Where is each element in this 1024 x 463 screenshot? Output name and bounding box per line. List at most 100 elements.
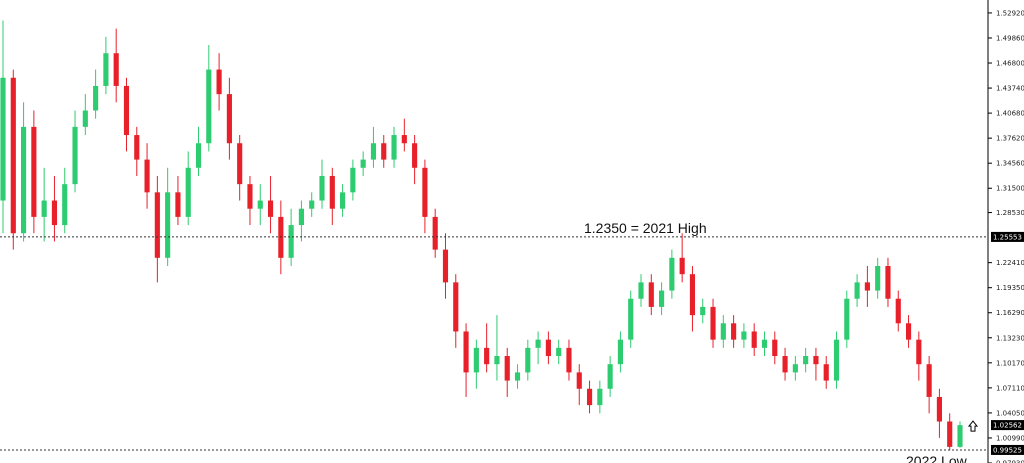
candle-body [298,208,304,226]
candle-body [751,331,757,348]
tick-label: 1.34560 [996,160,1024,168]
candle [257,184,263,226]
candle-body [895,298,901,324]
candle [731,315,737,348]
price-axis-ticks: 1.52920 1.49860 1.46800 1.43740 1.40680 1.376… [988,9,1024,463]
price-tag: 0.99525 [991,444,1024,455]
tick-label: 1.40680 [996,110,1024,118]
tick-label: 1.10170 [996,359,1024,367]
candle [648,274,654,316]
tick-label: 1.04050 [996,409,1024,417]
candle [226,77,232,160]
tick-label: 1.46800 [996,60,1024,68]
candle [267,175,274,234]
candle-body [628,298,634,340]
tick-label: 1.19350 [996,284,1024,292]
candle [62,167,68,234]
candle [453,274,459,348]
candle-body [823,364,829,381]
candle-body [309,200,315,209]
price-tag-bg [991,420,1024,431]
candle-body [494,356,500,365]
candle [185,151,191,226]
price-tag-label: 0.99525 [993,446,1022,454]
annotation-2022-low: 2022 Low [906,453,968,463]
candle [370,126,377,168]
candle-body [340,192,346,209]
candle [679,233,685,283]
candle-body [93,85,99,111]
candle [926,356,932,414]
candle-body [659,290,665,307]
candle [638,274,644,307]
candle-body [175,192,181,217]
candle-body [401,135,407,144]
up-arrow-icon[interactable] [967,420,979,432]
candle-body [484,347,490,365]
candle-body [113,53,119,86]
levels-layer [0,236,988,451]
tick-label: 0.97930 [996,460,1024,463]
candle [93,69,99,119]
tick-label: 1.16290 [996,309,1024,317]
candle [823,356,829,389]
tick-label: 1.49860 [996,34,1024,42]
candle-body [453,282,459,332]
candle [175,175,181,226]
candle [494,315,500,381]
candle-body [556,347,562,357]
candle [123,77,130,152]
price-tag-bg [991,444,1024,455]
candle [298,200,304,242]
candle-body [134,135,140,160]
candle-body [926,364,932,397]
candle [41,167,47,242]
candle [0,20,6,234]
tick-label: 1.07110 [996,384,1024,392]
candle-body [586,388,593,406]
candle [473,339,479,389]
candle [586,380,593,414]
candle [947,413,953,451]
candle [484,323,490,373]
candle [165,167,171,266]
candle [391,126,397,168]
annotations-layer: 1.2350 = 2021 High 2022 Low [584,220,968,463]
candle-body [0,77,6,201]
candle-body [154,192,160,258]
tick-label: 1.31500 [996,185,1024,193]
candle-body [514,372,521,381]
tick-label: 1.22410 [996,259,1024,267]
candle-body [803,356,809,365]
candle [545,331,551,365]
price-tag: 1.25553 [991,231,1024,242]
candle-body [875,265,881,291]
candle [936,388,942,438]
candle-body [381,143,387,160]
candle-body [319,175,325,201]
candle [154,175,160,283]
price-tag-label: 1.25553 [993,233,1022,241]
candle-body [350,167,356,193]
candle [566,339,572,381]
candle [957,421,963,448]
candle-body [165,192,171,258]
candle [833,331,840,389]
candle-body [885,265,891,299]
candle-body [761,339,768,348]
candle-body [607,364,613,389]
candle [864,265,870,307]
candle [206,45,212,152]
candle [144,143,150,209]
candle-body [41,200,47,217]
candle [504,347,510,397]
candle-body [10,77,16,234]
candle [782,347,788,381]
candle-body [638,282,644,299]
candle-body [566,347,572,373]
candle [51,175,58,242]
candle [432,208,438,258]
candle-body [957,425,963,447]
candle [381,135,387,168]
candle-body [206,69,212,144]
